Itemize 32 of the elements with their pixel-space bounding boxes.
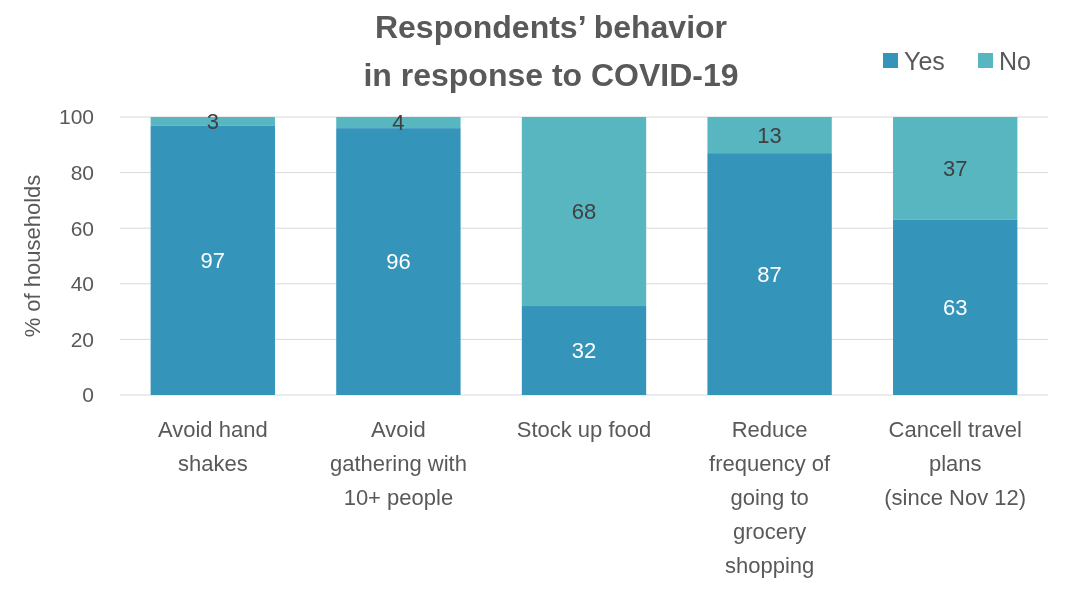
bar bbox=[521, 306, 647, 395]
data-label: 63 bbox=[942, 295, 968, 321]
bar bbox=[336, 128, 461, 395]
data-label: 37 bbox=[942, 156, 968, 182]
y-tick-label: 80 bbox=[70, 160, 94, 184]
data-label: 32 bbox=[571, 338, 597, 364]
x-tick-label: Stock up food bbox=[516, 417, 652, 442]
bar bbox=[893, 219, 1018, 395]
bar bbox=[707, 153, 832, 395]
data-label: 13 bbox=[757, 122, 782, 148]
legend-label: No bbox=[999, 46, 1031, 75]
x-tick-label: Cancell travel plans (since Nov 12) bbox=[884, 417, 1027, 510]
data-label: 87 bbox=[757, 261, 782, 287]
data-label: 97 bbox=[200, 247, 226, 273]
bar bbox=[707, 117, 832, 154]
data-label: 96 bbox=[386, 249, 411, 275]
bar bbox=[893, 117, 1018, 220]
y-tick-label: 60 bbox=[70, 216, 94, 240]
legend-label: Yes bbox=[904, 46, 945, 75]
y-tick-label: 100 bbox=[58, 105, 94, 129]
chart-title: Respondents’ behavior in response to COVID-19 bbox=[363, 9, 739, 93]
y-axis-title: % of households bbox=[20, 174, 45, 338]
data-label: 4 bbox=[392, 110, 405, 136]
bar bbox=[521, 117, 647, 307]
bar bbox=[336, 117, 461, 129]
y-tick-label: 40 bbox=[70, 272, 94, 296]
x-tick-label: Avoid hand shakes bbox=[157, 417, 268, 476]
y-tick-label: 0 bbox=[82, 383, 94, 407]
x-tick-label: Reduce frequency of going to grocery shopping bbox=[709, 417, 832, 578]
data-label: 68 bbox=[571, 199, 597, 225]
y-tick-label: 20 bbox=[70, 327, 94, 351]
x-tick-label: Avoid gathering with 10+ people bbox=[329, 417, 467, 510]
